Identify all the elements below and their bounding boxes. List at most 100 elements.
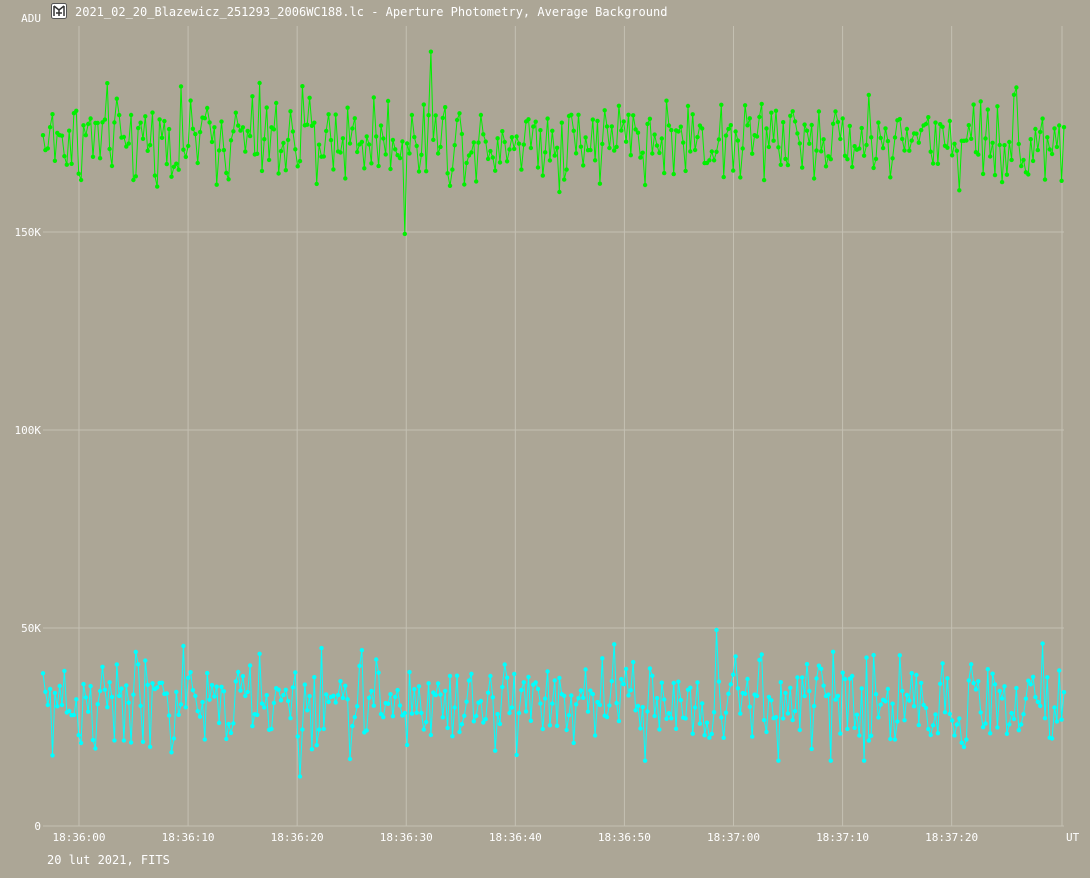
data-point [519, 167, 524, 172]
data-point [890, 156, 895, 161]
data-point [1011, 92, 1017, 98]
data-point [516, 710, 522, 716]
data-point [902, 718, 907, 723]
data-point [833, 109, 838, 114]
data-point [205, 105, 210, 111]
data-point [157, 117, 162, 122]
data-point [407, 669, 412, 675]
data-point [364, 728, 369, 733]
data-point [528, 718, 534, 723]
data-point [205, 670, 210, 676]
data-point [783, 156, 788, 162]
data-point [738, 175, 743, 180]
data-point [390, 137, 396, 143]
data-point [388, 166, 393, 172]
data-point [916, 140, 921, 145]
data-point [628, 153, 633, 158]
data-point [592, 158, 598, 163]
data-point [264, 105, 269, 110]
data-point [171, 736, 177, 741]
data-point [576, 696, 581, 701]
data-point [457, 729, 462, 735]
x-tick-label: 18:37:10 [816, 831, 869, 844]
data-point [86, 709, 91, 714]
data-point [785, 711, 791, 716]
data-point [802, 122, 807, 127]
data-point [569, 112, 574, 118]
data-point [604, 714, 610, 720]
data-point [985, 107, 990, 112]
data-point [269, 726, 274, 732]
data-point [683, 168, 688, 174]
data-point [671, 680, 676, 686]
data-point [300, 727, 305, 732]
data-point [676, 679, 681, 684]
data-point [845, 726, 850, 732]
data-point [600, 141, 605, 147]
data-point [1014, 85, 1019, 90]
data-point [485, 156, 491, 162]
data-point [857, 146, 862, 151]
data-point [169, 174, 174, 179]
data-point [212, 125, 217, 130]
data-point [78, 177, 84, 183]
data-point [957, 716, 962, 721]
data-point [114, 662, 120, 667]
data-point [781, 716, 786, 721]
data-point [507, 710, 512, 716]
data-point [790, 717, 795, 723]
data-point [281, 140, 286, 146]
data-point [1061, 125, 1067, 130]
data-point [174, 161, 179, 166]
data-point [850, 673, 855, 679]
data-point [1033, 694, 1038, 700]
data-point [447, 673, 453, 679]
data-point [1057, 668, 1062, 673]
data-point [150, 681, 155, 686]
data-point [942, 710, 948, 715]
data-point [631, 113, 636, 118]
data-point [128, 112, 134, 118]
data-point [814, 676, 819, 681]
data-point [773, 108, 779, 114]
data-point [383, 152, 388, 157]
footer-date-label: 20 lut 2021, FITS [47, 853, 170, 867]
data-point [328, 137, 334, 143]
data-point [228, 138, 234, 143]
data-point [124, 144, 129, 149]
x-tick-label: 18:37:00 [707, 831, 760, 844]
data-point [245, 128, 250, 134]
data-point [119, 686, 124, 691]
data-point [878, 135, 883, 141]
data-point [726, 126, 731, 132]
data-point [428, 49, 434, 54]
data-point [214, 182, 219, 187]
data-point [826, 154, 831, 159]
data-point [364, 134, 369, 139]
data-point [331, 167, 336, 172]
data-point [1016, 728, 1021, 733]
data-point [512, 671, 517, 677]
data-point [195, 160, 200, 166]
data-point [914, 672, 919, 678]
data-point [159, 135, 165, 140]
data-point [590, 117, 595, 122]
data-point [838, 731, 843, 736]
data-point [714, 149, 719, 154]
data-point [100, 664, 105, 669]
data-point [359, 139, 365, 145]
data-point [433, 692, 438, 698]
data-point [690, 731, 695, 736]
data-point [257, 80, 262, 86]
data-point [1054, 719, 1060, 724]
y-tick-label: 50K [21, 622, 41, 635]
data-point [640, 704, 645, 710]
data-point [766, 694, 772, 700]
data-point [709, 149, 714, 154]
data-point [545, 116, 550, 121]
data-point [578, 144, 584, 149]
data-point [97, 156, 103, 161]
data-point [654, 695, 660, 701]
data-point [40, 671, 46, 676]
